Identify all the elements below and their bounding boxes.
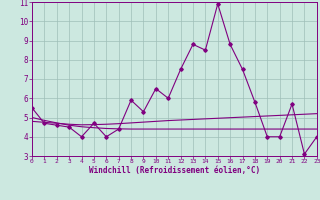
X-axis label: Windchill (Refroidissement éolien,°C): Windchill (Refroidissement éolien,°C) [89,166,260,175]
